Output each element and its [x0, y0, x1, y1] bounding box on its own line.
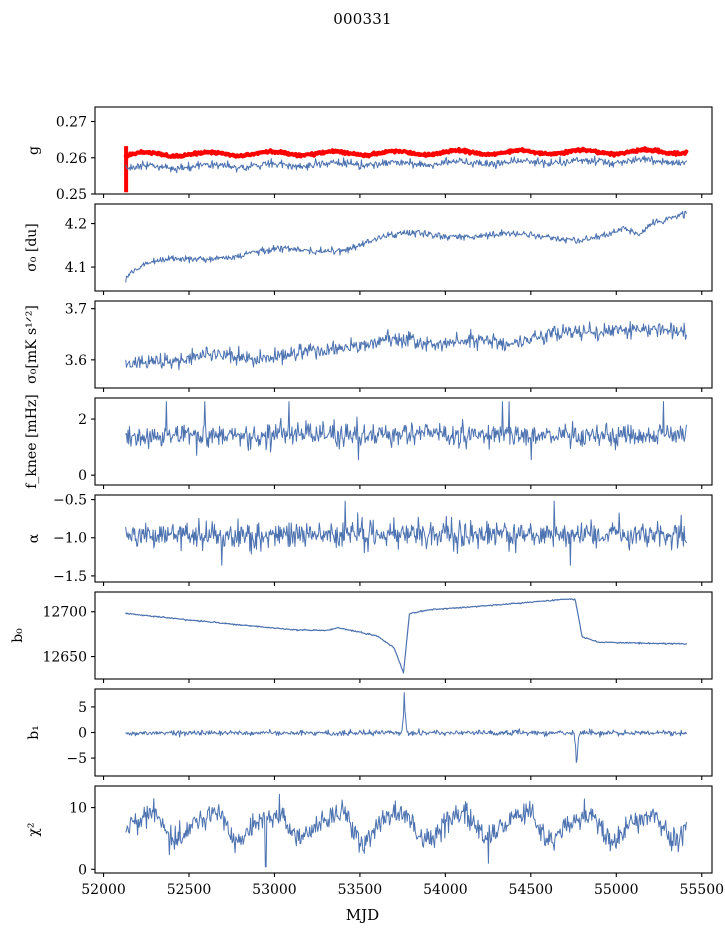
panel-b1: −5 0 5 b₁	[26, 688, 713, 780]
y-axis-label-sigma0-mKs: σ₀[mK s¹ᐟ²]	[24, 305, 40, 384]
series-b0	[125, 598, 687, 674]
y-ticklabel-b0-1: 12700	[42, 605, 87, 621]
x-ticklabel-0: 52000	[81, 882, 126, 898]
x-ticklabel-6: 55000	[594, 882, 639, 898]
y-ticklabel-gain-1: 0.26	[56, 151, 87, 167]
figure-title: 000331	[333, 10, 392, 28]
y-ticklabel-sigma0-mKs-0: 3.6	[65, 353, 87, 369]
x-ticklabel-7: 55500	[679, 882, 724, 898]
y-ticklabel-b1-1: 0	[78, 726, 87, 742]
y-ticklabel-gain-2: 0.27	[56, 115, 87, 131]
series-b1	[125, 692, 687, 763]
x-ticklabel-4: 54000	[423, 882, 468, 898]
y-axis-label-chi2: χ²	[26, 822, 42, 836]
x-ticklabel-1: 52500	[167, 882, 212, 898]
y-ticklabel-fknee-0: 0	[78, 468, 87, 484]
y-ticklabel-gain-0: 0.25	[56, 187, 87, 203]
panel-sigma0-du: 4.1 4.2 σ₀ [du]	[24, 203, 713, 295]
panel-frame-alpha	[94, 494, 713, 583]
panel-frame-sigma0-mKs	[94, 300, 713, 389]
panel-alpha: −0.5 −1.0 −1.5 α	[26, 493, 713, 586]
series-chi2	[125, 793, 687, 868]
y-ticklabel-b1-2: 5	[78, 700, 87, 716]
x-ticklabel-3: 53500	[338, 882, 383, 898]
y-axis-label-sigma0-du: σ₀ [du]	[24, 223, 40, 272]
panel-chi2: 0 10 χ² 52000 52500 53000 53500 54000 54500 55000…	[26, 785, 724, 898]
y-ticklabel-b0-0: 12650	[42, 650, 87, 666]
series-alpha	[125, 500, 687, 566]
x-ticklabel-5: 54500	[509, 882, 554, 898]
y-ticklabel-chi2-0: 0	[78, 862, 87, 878]
y-axis-label-alpha: α	[26, 533, 42, 543]
y-axis-label-b0: b₀	[10, 628, 26, 643]
panel-frame-b0	[94, 591, 713, 680]
series-fknee	[125, 401, 687, 461]
y-ticklabel-chi2-1: 10	[69, 801, 87, 817]
series-sigma0-mKs	[125, 321, 687, 371]
panel-gain: 0.25 0.26 0.27 g	[26, 106, 713, 203]
series-g-raw	[125, 155, 687, 174]
panel-fknee: 0 2 f_knee [mHz]	[24, 394, 713, 489]
series-g-smoothed	[123, 146, 689, 159]
panel-frame-fknee	[94, 397, 713, 486]
y-axis-label-fknee: f_knee [mHz]	[24, 394, 40, 489]
y-axis-label-gain: g	[26, 146, 42, 155]
y-ticklabel-sigma0-du-0: 4.1	[65, 260, 87, 276]
x-ticklabel-2: 53000	[252, 882, 297, 898]
y-ticklabel-fknee-1: 2	[78, 412, 87, 428]
panel-frame-sigma0-du	[94, 203, 713, 292]
series-sigma0-du	[125, 210, 687, 283]
x-axis-label: MJD	[345, 906, 380, 924]
y-ticklabel-alpha-2: −1.5	[53, 569, 87, 585]
panel-b0: 12650 12700 b₀	[10, 591, 713, 683]
y-ticklabel-sigma0-mKs-1: 3.7	[65, 302, 87, 318]
y-ticklabel-sigma0-du-1: 4.2	[65, 217, 87, 233]
y-ticklabel-b1-0: −5	[66, 751, 87, 767]
panel-frame-chi2	[94, 785, 713, 874]
y-axis-label-b1: b₁	[26, 725, 42, 740]
panel-sigma0-mKs: 3.6 3.7 σ₀[mK s¹ᐟ²]	[24, 300, 713, 392]
y-ticklabel-alpha-1: −1.0	[53, 531, 87, 547]
y-ticklabel-alpha-0: −0.5	[53, 493, 87, 509]
